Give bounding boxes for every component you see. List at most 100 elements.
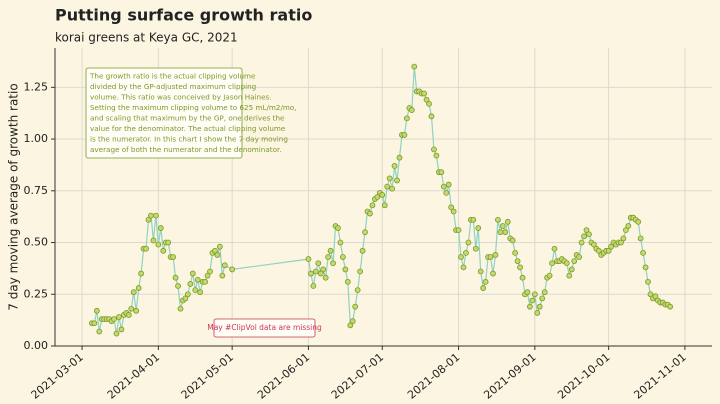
data-point [184,291,191,298]
data-point [152,212,159,219]
data-point [411,63,418,70]
data-point [359,247,366,254]
data-point [536,303,543,310]
data-point [177,305,184,312]
data-point [566,272,573,279]
data-point [344,278,351,285]
data-point [125,312,132,318]
data-point [490,270,496,277]
data-point [394,177,400,184]
y-tick-label: 0.75 [24,184,49,197]
data-point [438,169,445,176]
data-point [339,254,346,260]
data-point [576,254,583,260]
data-point [443,189,450,196]
data-point [116,314,122,320]
data-point [113,330,120,337]
data-point [312,268,319,275]
data-point [165,239,172,246]
data-point [381,202,388,209]
data-point [541,289,548,296]
data-point [445,181,452,188]
data-point [315,260,322,267]
data-point [428,113,435,120]
data-point [214,252,221,258]
data-point [431,146,437,153]
data-point [448,204,455,211]
data-point [367,210,373,217]
data-point [389,185,396,192]
annotation-text: divided by the GP-adjusted maximum clipp… [90,82,256,91]
data-point [143,245,149,252]
data-point [327,247,334,254]
data-point [423,96,430,103]
data-point [586,231,592,238]
data-point [480,285,487,291]
data-point [150,237,157,244]
annotation-box [85,67,243,159]
data-point [465,239,472,246]
data-point [625,223,632,229]
data-point [148,212,154,219]
data-point [305,256,312,262]
data-point [455,227,462,234]
x-tick-label: 2021-04-01 [105,351,162,402]
chart-title: Putting surface growth ratio [55,6,312,25]
data-point [581,233,587,240]
data-point [527,303,533,310]
data-point [352,303,359,310]
data-point [539,295,546,302]
data-point [433,152,440,159]
data-point [622,227,629,234]
x-tick-label: 2021-11-01 [631,351,688,402]
data-point [347,322,354,329]
data-point [93,307,100,314]
data-point [310,283,317,289]
data-point [477,268,484,275]
data-point [96,328,103,335]
data-point [330,260,336,267]
x-tick-label: 2021-05-01 [179,351,236,402]
data-point [135,285,142,291]
data-point [534,309,541,316]
data-point [590,241,597,248]
chart-subtitle: korai greens at Keya GC, 2021 [55,31,238,45]
data-point [391,163,398,169]
data-point [482,278,489,285]
data-point [463,249,469,256]
data-point [130,289,137,296]
data-point [204,272,211,279]
data-point [229,266,236,273]
data-point [583,227,590,234]
annotation-text: average of both the numerator and the de… [90,145,282,154]
data-point [320,266,327,273]
data-point [403,115,410,122]
data-point [440,183,447,190]
data-point [202,278,209,285]
y-tick-label: 1.00 [24,132,49,145]
data-point [155,241,162,248]
data-point [379,192,386,198]
data-point [337,239,344,246]
annotation-text: value for the denominator. The actual cl… [90,124,286,133]
data-point [647,291,654,298]
data-point [549,260,555,267]
data-point [170,254,177,260]
data-point [194,276,201,283]
data-point [111,316,117,322]
x-tick-label: 2021-08-01 [405,351,462,402]
data-point [426,100,432,107]
data-point [470,216,477,223]
data-point [517,264,523,271]
annotation-box [213,318,316,338]
data-point [551,245,558,252]
data-point [608,243,615,250]
data-point [502,229,509,236]
data-point [342,266,349,273]
data-point [172,274,179,281]
data-point [652,293,659,300]
data-point [512,249,519,256]
data-point [492,252,499,258]
data-point [475,225,482,231]
